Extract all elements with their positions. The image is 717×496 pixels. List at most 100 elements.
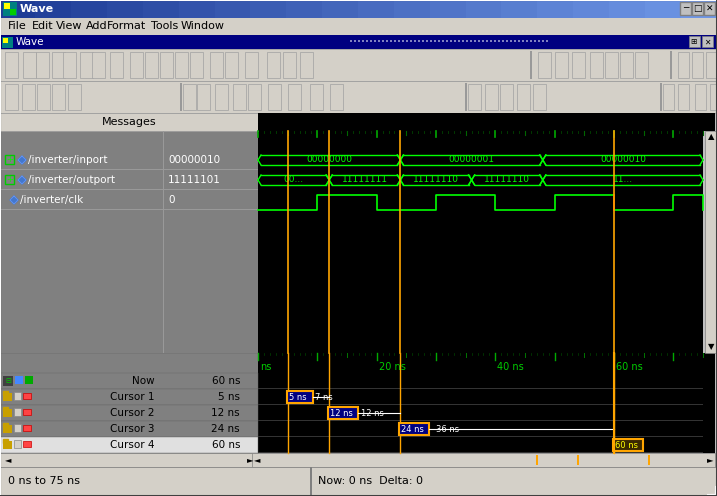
Text: /inverter/inport: /inverter/inport (28, 155, 108, 165)
Bar (287, 391, 313, 403)
Bar (498, 40, 500, 42)
Bar (180, 83, 182, 111)
Text: 5 ns: 5 ns (289, 392, 306, 401)
Bar (4, 3, 10, 9)
Bar (442, 40, 444, 42)
Text: ⊞: ⊞ (690, 38, 696, 47)
Bar (374, 40, 376, 42)
Bar (362, 40, 364, 42)
Text: Now: 0 ns  Delta: 0: Now: 0 ns Delta: 0 (318, 476, 423, 486)
Text: 20 ns: 20 ns (379, 362, 406, 372)
Bar (258, 113, 715, 131)
Bar (0, 49, 717, 81)
Text: ✕: ✕ (704, 38, 710, 47)
Bar (63, 52, 76, 78)
Bar (3, 376, 13, 386)
Bar (438, 40, 440, 42)
Bar (175, 52, 188, 78)
Bar (462, 40, 464, 42)
Bar (215, 84, 228, 110)
Bar (14, 408, 21, 416)
Bar (398, 40, 400, 42)
Text: 00000001: 00000001 (449, 156, 495, 165)
Bar (36, 52, 49, 78)
Text: ▲: ▲ (708, 132, 714, 141)
Bar (68, 84, 81, 110)
Bar (710, 84, 717, 110)
Bar (3, 391, 8, 395)
Bar (538, 52, 551, 78)
Text: 11111101: 11111101 (168, 175, 221, 185)
Bar (474, 40, 476, 42)
Bar (23, 409, 31, 415)
Bar (3, 423, 8, 427)
Bar (288, 84, 301, 110)
Bar (268, 84, 281, 110)
Bar (190, 52, 203, 78)
Bar (468, 84, 481, 110)
Text: /inverter/clk: /inverter/clk (20, 195, 83, 205)
Bar (466, 0, 502, 18)
Bar (322, 0, 358, 18)
Bar (510, 40, 512, 42)
Bar (458, 40, 460, 42)
Bar (590, 52, 603, 78)
Text: 24 ns: 24 ns (402, 425, 424, 434)
Bar (23, 52, 36, 78)
Polygon shape (10, 196, 18, 204)
Bar (3, 425, 12, 433)
Bar (0, 467, 1, 496)
Bar (613, 439, 643, 451)
Bar (620, 52, 633, 78)
Bar (486, 40, 488, 42)
Bar (0, 373, 258, 389)
Bar (394, 40, 396, 42)
Bar (179, 0, 215, 18)
Text: Messages: Messages (102, 117, 156, 127)
Bar (0, 405, 258, 421)
Bar (110, 52, 123, 78)
Bar (530, 51, 532, 79)
Bar (0, 189, 258, 190)
Bar (434, 40, 436, 42)
Bar (215, 0, 251, 18)
Bar (399, 423, 429, 435)
Bar (160, 52, 173, 78)
Bar (518, 40, 520, 42)
Bar (130, 52, 143, 78)
Bar (310, 467, 312, 496)
Text: ◄: ◄ (5, 455, 11, 464)
Bar (681, 0, 717, 18)
Bar (534, 40, 536, 42)
Text: ns: ns (260, 362, 271, 372)
Bar (328, 407, 358, 419)
Bar (635, 52, 648, 78)
Bar (678, 52, 689, 78)
Bar (0, 18, 717, 35)
Polygon shape (18, 176, 26, 184)
Text: 60 ns: 60 ns (212, 440, 240, 450)
Text: 00...: 00... (283, 176, 304, 185)
Bar (609, 0, 645, 18)
Text: 00000010: 00000010 (600, 156, 646, 165)
Bar (546, 40, 548, 42)
Bar (300, 52, 313, 78)
Bar (390, 40, 392, 42)
Text: View: View (56, 21, 82, 31)
Bar (14, 440, 21, 448)
Bar (0, 0, 1, 496)
Bar (514, 40, 516, 42)
Bar (248, 84, 261, 110)
Text: Edit: Edit (32, 21, 54, 31)
Bar (692, 52, 703, 78)
Bar (0, 389, 258, 405)
Bar (500, 84, 513, 110)
Bar (663, 84, 674, 110)
Bar (3, 409, 12, 417)
Bar (163, 131, 164, 353)
Text: ─: ─ (683, 4, 688, 13)
Text: □: □ (693, 4, 702, 13)
Text: 12 ns: 12 ns (361, 409, 384, 418)
Text: Add: Add (86, 21, 108, 31)
Bar (258, 353, 703, 373)
